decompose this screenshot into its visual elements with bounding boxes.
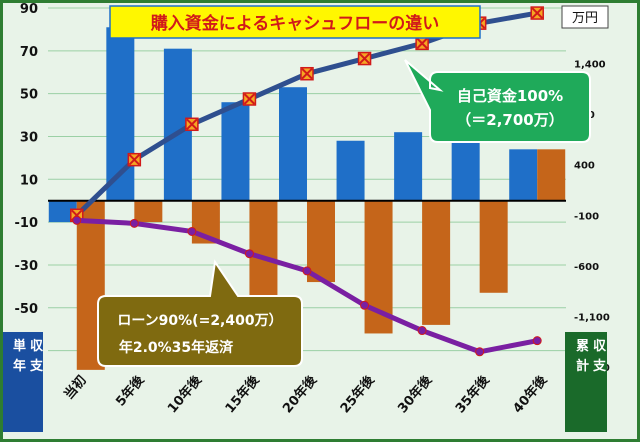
bar-loan-3 <box>249 200 278 298</box>
loan-callout-line1: ローン90%(=2,400万） <box>117 313 282 329</box>
left-axis-label: 単年収支 <box>3 332 44 432</box>
left-label: 単年収支 <box>13 338 44 374</box>
loan-callout: ローン90%(=2,400万） 年2.0%35年返済 <box>97 259 303 367</box>
right-tick-label: -600 <box>574 262 599 273</box>
equity-callout: 自己資金100% （＝2,700万） <box>404 59 591 143</box>
bar-loan-7 <box>479 200 508 293</box>
right-tick-label: 400 <box>574 161 595 172</box>
x-tick-label: 30年後 <box>395 372 436 417</box>
marker-loan-5 <box>360 300 370 310</box>
marker-loan-6 <box>417 326 427 336</box>
marker-loan-2 <box>187 226 197 236</box>
left-tick-label: -30 <box>15 259 39 274</box>
marker-loan-3 <box>244 249 254 259</box>
right-tick-label: -100 <box>574 211 599 222</box>
right-axis-label: 累計収支 <box>565 332 607 432</box>
loan-callout-line2: 年2.0%35年返済 <box>119 339 234 356</box>
lines <box>70 6 544 357</box>
unit-box <box>561 5 609 29</box>
x-tick-label: 20年後 <box>279 372 320 417</box>
x-axis-ticks: 当初 5年後 10年後 15年後 20年後 25年後 30年後 35年後 40年後 <box>61 372 551 417</box>
bar-equity-4 <box>279 87 307 201</box>
x-tick-label: 40年後 <box>510 372 551 417</box>
right-axis-ticks: 1,9001,400900400-100-600-1,100-1,600 <box>574 9 610 374</box>
left-tick-label: -50 <box>15 302 39 317</box>
bar-loan-4 <box>307 200 335 283</box>
marker-loan-4 <box>302 266 312 276</box>
bar-equity-6 <box>394 132 423 201</box>
bar-loan-1 <box>134 200 163 223</box>
bar-equity-0 <box>48 200 77 223</box>
bar-equity-8 <box>509 149 538 201</box>
bar-equity-5 <box>336 140 365 201</box>
marker-equity-6 <box>415 36 429 51</box>
marker-equity-5 <box>357 51 372 66</box>
left-tick-label: 50 <box>20 88 38 103</box>
bar-equity-3 <box>221 102 250 201</box>
bars <box>48 27 566 370</box>
bar-loan-6 <box>422 200 451 325</box>
x-tick-label: 15年後 <box>222 372 263 417</box>
left-tick-label: 70 <box>20 45 38 60</box>
marker-loan-0 <box>72 215 82 225</box>
bar-loan-8 <box>537 149 566 201</box>
chart-title: 購入資金によるキャシュフローの違い <box>151 13 440 34</box>
marker-loan-1 <box>129 218 139 228</box>
left-tick-label: 10 <box>20 173 38 188</box>
equity-callout-line2: （＝2,700万） <box>456 111 563 129</box>
marker-loan-8 <box>532 336 542 346</box>
marker-equity-8 <box>530 6 544 20</box>
marker-loan-7 <box>475 347 485 357</box>
x-tick-label: 当初 <box>61 372 90 402</box>
equity-callout-line1: 自己資金100% <box>457 87 563 105</box>
left-tick-label: 90 <box>20 2 38 17</box>
x-tick-label: 35年後 <box>452 372 493 417</box>
marker-equity-2 <box>185 117 199 132</box>
x-tick-label: 10年後 <box>164 372 205 417</box>
left-tick-label: 30 <box>20 130 38 145</box>
right-tick-label: -1,100 <box>574 312 610 323</box>
right-tick-label: 1,400 <box>574 60 606 71</box>
left-tick-label: -10 <box>15 216 39 231</box>
x-tick-label: 5年後 <box>113 372 148 410</box>
marker-equity-1 <box>127 152 142 167</box>
unit-label: 万円 <box>572 11 598 26</box>
title-box <box>109 5 481 39</box>
marker-equity-3 <box>242 92 257 106</box>
x-tick-label: 25年後 <box>337 372 378 417</box>
marker-equity-4 <box>300 66 314 81</box>
right-label: 累計収支 <box>576 338 607 374</box>
